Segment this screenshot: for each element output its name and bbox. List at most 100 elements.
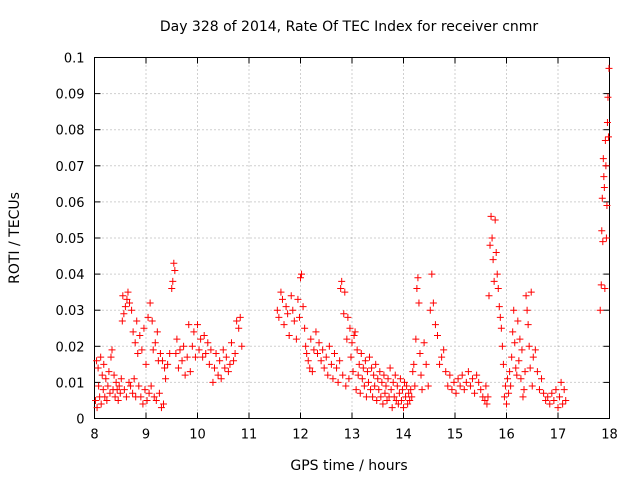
data-point bbox=[221, 364, 229, 372]
data-point bbox=[298, 270, 306, 278]
data-point bbox=[554, 404, 562, 412]
data-point bbox=[327, 360, 335, 368]
data-point bbox=[401, 378, 409, 386]
data-point bbox=[97, 353, 105, 361]
data-point bbox=[508, 353, 516, 361]
data-point bbox=[329, 375, 337, 383]
data-point bbox=[345, 375, 353, 383]
data-point bbox=[275, 313, 283, 321]
data-point bbox=[452, 389, 460, 397]
axis-ticks bbox=[94, 57, 610, 419]
data-point bbox=[157, 404, 165, 412]
data-point bbox=[560, 386, 568, 394]
data-point bbox=[120, 386, 128, 394]
data-point bbox=[344, 313, 352, 321]
data-point bbox=[166, 350, 174, 358]
data-point bbox=[168, 285, 176, 293]
data-point bbox=[475, 378, 483, 386]
data-point bbox=[442, 368, 450, 376]
data-point bbox=[115, 382, 123, 390]
data-point bbox=[444, 382, 452, 390]
data-point bbox=[411, 382, 419, 390]
data-point bbox=[303, 350, 311, 358]
data-point bbox=[412, 335, 420, 343]
data-point bbox=[370, 371, 378, 379]
data-point bbox=[528, 382, 536, 390]
data-point bbox=[102, 375, 110, 383]
data-point bbox=[514, 317, 522, 325]
data-point bbox=[134, 350, 142, 358]
data-point bbox=[486, 241, 494, 249]
data-point bbox=[605, 64, 613, 72]
data-point bbox=[406, 396, 414, 404]
data-point bbox=[408, 393, 416, 401]
data-point bbox=[548, 389, 556, 397]
data-point bbox=[227, 339, 235, 347]
data-point bbox=[500, 393, 508, 401]
data-point bbox=[509, 328, 517, 336]
x-tick-label: 15 bbox=[447, 428, 464, 443]
data-point bbox=[353, 346, 361, 354]
data-point bbox=[603, 202, 611, 210]
data-point bbox=[424, 382, 432, 390]
data-point bbox=[546, 400, 554, 408]
y-tick-label: 0.06 bbox=[56, 196, 85, 211]
chart-title: Day 328 of 2014, Rate Of TEC Index for r… bbox=[160, 19, 539, 35]
data-point bbox=[94, 364, 102, 372]
data-point bbox=[100, 360, 108, 368]
data-point bbox=[139, 400, 147, 408]
data-point bbox=[527, 288, 535, 296]
data-point bbox=[125, 378, 133, 386]
data-point bbox=[448, 386, 456, 394]
data-point bbox=[99, 386, 107, 394]
data-point bbox=[199, 353, 207, 361]
data-point bbox=[172, 350, 180, 358]
x-tick-label: 12 bbox=[292, 428, 309, 443]
data-point bbox=[292, 335, 300, 343]
data-point bbox=[306, 364, 314, 372]
data-point bbox=[462, 378, 470, 386]
data-point bbox=[233, 317, 241, 325]
data-point bbox=[317, 357, 325, 365]
data-point bbox=[552, 386, 560, 394]
data-point bbox=[477, 386, 485, 394]
x-tick-labels: 8 9 10 11 12 13 14 15 16 17 18 bbox=[90, 428, 617, 443]
data-point bbox=[371, 382, 379, 390]
data-point bbox=[101, 393, 109, 401]
data-point bbox=[129, 389, 137, 397]
data-point bbox=[511, 339, 519, 347]
data-point bbox=[342, 382, 350, 390]
data-point bbox=[340, 310, 348, 318]
data-point bbox=[216, 357, 224, 365]
data-point bbox=[597, 281, 605, 289]
data-point bbox=[456, 382, 464, 390]
data-point bbox=[160, 400, 168, 408]
data-point bbox=[352, 386, 360, 394]
data-point bbox=[287, 292, 295, 300]
data-point bbox=[178, 357, 186, 365]
data-point bbox=[104, 382, 112, 390]
data-point bbox=[373, 396, 381, 404]
data-point bbox=[450, 378, 458, 386]
data-point bbox=[98, 371, 106, 379]
y-tick-label: 0.02 bbox=[56, 340, 85, 355]
data-point bbox=[128, 306, 136, 314]
data-point bbox=[428, 270, 436, 278]
data-point bbox=[499, 360, 507, 368]
data-point bbox=[382, 382, 390, 390]
data-point bbox=[602, 234, 610, 242]
data-point bbox=[482, 382, 490, 390]
data-point bbox=[141, 386, 149, 394]
data-point bbox=[396, 375, 404, 383]
data-points bbox=[92, 64, 613, 412]
data-point bbox=[181, 371, 189, 379]
data-point bbox=[598, 194, 606, 202]
data-point bbox=[219, 346, 227, 354]
data-point bbox=[140, 324, 148, 332]
data-point bbox=[415, 299, 423, 307]
data-point bbox=[339, 371, 347, 379]
data-point bbox=[513, 371, 521, 379]
data-point bbox=[354, 371, 362, 379]
data-point bbox=[535, 386, 543, 394]
